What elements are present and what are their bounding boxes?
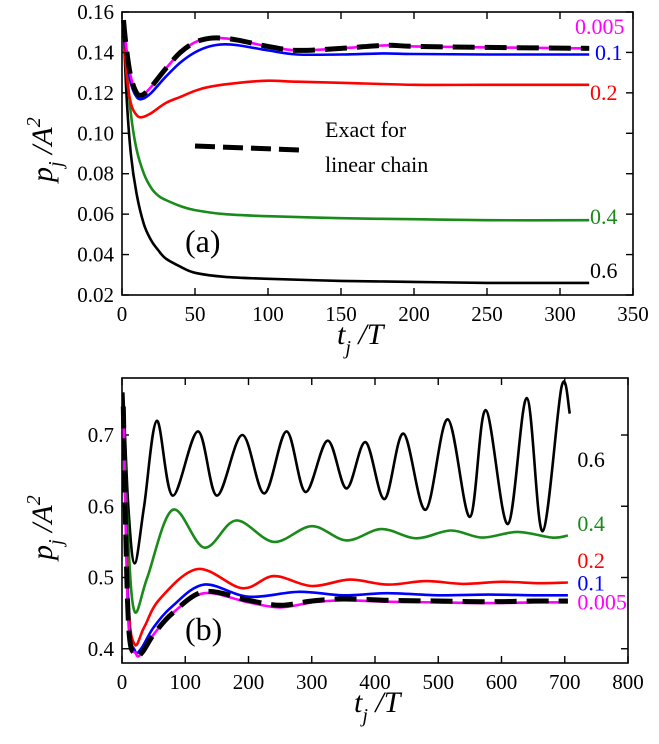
legend-dash-sample — [194, 143, 301, 153]
panel-b-series-label: 0.005 — [577, 590, 627, 615]
panel-b-y-tick-label: 0.6 — [88, 494, 114, 518]
panel-a-y-tick-label: 0.12 — [77, 81, 114, 105]
panel-b-x-tick-label: 200 — [233, 670, 265, 694]
panel-a-x-tick-label: 50 — [185, 302, 206, 326]
label-a-0-2: 0.2 — [590, 80, 618, 105]
label-a-0-4: 0.4 — [590, 204, 618, 229]
panel-a-y-tick-label: 0.16 — [77, 0, 114, 24]
panel-a-x-tick-label: 0 — [117, 302, 128, 326]
panel-b-series-line-0-6 — [122, 380, 572, 565]
panel-a-ylabel: pj /A2 — [23, 117, 67, 184]
panel-b-ylabel: pj /A2 — [23, 495, 67, 562]
label-a-0-005: 0.005 — [575, 14, 625, 39]
panel-a-y-tick-label: 0.08 — [77, 162, 114, 186]
panel-b-x-tick-label: 300 — [296, 670, 328, 694]
panel-a-series — [121, 19, 590, 285]
panel-b-label: (b) — [185, 611, 222, 647]
panel-a-x-tick-label: 100 — [252, 302, 284, 326]
panel-a-x-tick-label: 250 — [471, 302, 503, 326]
panel-b-y-tick-label: 0.5 — [88, 566, 114, 590]
panel-a-y-tick-label: 0.14 — [77, 40, 114, 64]
panel-b-series-label: 0.6 — [577, 447, 605, 472]
legend-text-line1: Exact for — [325, 117, 407, 142]
panel-a-series-line-0-2 — [122, 20, 590, 119]
panel-b-x-tick-label: 400 — [359, 670, 391, 694]
panel-a-frame — [121, 11, 634, 296]
panel-b-series-label: 0.1 — [577, 570, 605, 595]
panel-a-x-tick-label: 150 — [325, 302, 357, 326]
panel-a-series-line-0-6 — [122, 20, 590, 285]
panel-a-series-line-0-4 — [122, 20, 590, 222]
panel-a-y-tick-label: 0.06 — [77, 202, 114, 226]
panel-a-x-axis: 0 50 100 150 200 250 300 350 — [117, 12, 649, 326]
panel-b-x-tick-label: 100 — [170, 670, 202, 694]
panel-b-series-label: 0.4 — [577, 511, 605, 536]
panel-b-series-labels: 0.6 0.4 0.20.10.005 — [577, 447, 627, 615]
panel-b-x-tick-label: 800 — [612, 670, 644, 694]
panel-b-series-label: 0.2 — [577, 548, 605, 573]
panel-a-xlabel: tj /T — [337, 318, 386, 359]
panel-b-series-line-0-2 — [122, 406, 568, 647]
panel-b-x-tick-label: 0 — [117, 670, 128, 694]
panel-b-series-line-exact — [120, 406, 568, 659]
panel-b-y-tick-label: 0.7 — [88, 423, 114, 447]
panel-a-x-tick-label: 200 — [398, 302, 430, 326]
panel-a-series-line-0-1 — [122, 20, 590, 101]
panel-a-x-tick-label: 300 — [544, 302, 576, 326]
panel-a-label: (a) — [185, 223, 221, 259]
panel-b-x-tick-label: 700 — [549, 670, 581, 694]
label-a-0-6: 0.6 — [590, 258, 618, 283]
panel-b-series — [120, 380, 572, 659]
panel-a-y-tick-label: 0.02 — [77, 283, 114, 307]
panel-a-y-axis: 0.02 0.04 0.06 0.08 0.10 0.12 0.14 0.16 — [77, 0, 633, 307]
panel-b: 0 100 200 300 400 500 600 700 800 0.4 0.5 0.6 0.7 0… — [23, 377, 644, 727]
panel-a: 0 50 100 150 200 250 300 350 0.020.040.060.080.… — [23, 0, 649, 359]
panel-a-x-tick-label: 350 — [617, 302, 649, 326]
panel-b-y-tick-label: 0.4 — [88, 637, 115, 661]
panel-b-x-tick-label: 600 — [486, 670, 518, 694]
panel-a-y-tick-label: 0.10 — [77, 121, 114, 145]
panel-b-series-line-0-4 — [122, 406, 569, 614]
panel-b-x-tick-label: 500 — [423, 670, 455, 694]
legend-text-line2: linear chain — [325, 152, 428, 177]
panel-a-y-tick-label: 0.04 — [77, 243, 114, 267]
panel-a-series-line-exact-for-linear-chain — [121, 19, 590, 98]
panel-b-x-axis: 0 100 200 300 400 500 600 700 800 — [117, 378, 644, 694]
panel-b-xlabel: tj /T — [354, 686, 403, 727]
label-a-0-1: 0.1 — [595, 40, 623, 65]
